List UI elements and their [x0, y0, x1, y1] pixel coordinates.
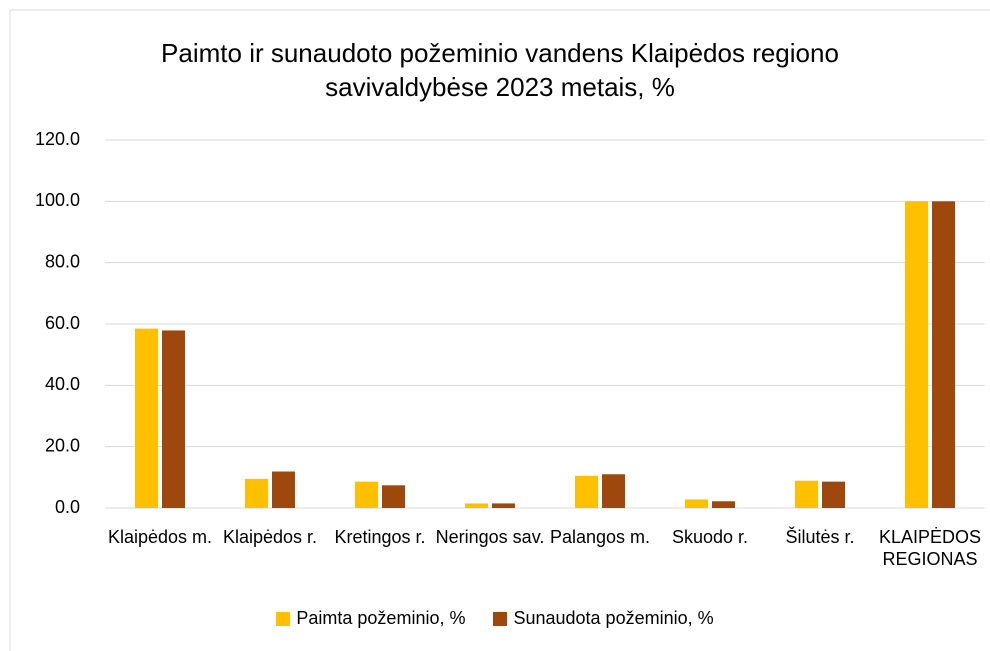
bar	[685, 499, 708, 508]
bar	[355, 481, 378, 508]
bar	[602, 474, 625, 508]
bar	[272, 471, 295, 508]
legend-label: Paimta požeminio, %	[296, 608, 466, 628]
legend-item: Sunaudota požeminio, %	[493, 608, 714, 629]
bar	[795, 480, 818, 508]
x-tick-label: Kretingos r.	[334, 527, 426, 547]
y-tick-label: 40.0	[45, 374, 80, 394]
bar	[465, 503, 488, 508]
chart-title: Paimto ir sunaudoto požeminio vandens Kl…	[161, 38, 839, 102]
bar	[575, 475, 598, 508]
x-tick-label: KLAIPĖDOS REGIONAS	[878, 527, 982, 569]
bar	[932, 201, 955, 509]
bar	[905, 201, 928, 509]
bar	[712, 501, 735, 508]
bar	[162, 330, 185, 508]
legend: Paimta požeminio, % Sunaudota požeminio, …	[0, 608, 990, 631]
y-tick-label: 120.0	[35, 129, 80, 149]
y-tick-label: 60.0	[45, 313, 80, 333]
x-tick-label: Palangos m.	[549, 527, 651, 547]
x-tick-label: Neringos sav.	[435, 527, 545, 547]
legend-item: Paimta požeminio, %	[276, 608, 465, 629]
y-tick-label: 100.0	[35, 190, 80, 210]
y-tick-label: 80.0	[45, 251, 80, 271]
bar	[822, 481, 845, 508]
legend-swatch	[276, 611, 291, 626]
x-tick-label: Šilutės r.	[785, 527, 855, 547]
bar	[382, 485, 405, 508]
bar	[492, 503, 515, 508]
bar	[245, 478, 268, 508]
bar	[135, 328, 158, 508]
y-tick-label: 20.0	[45, 435, 80, 455]
y-tick-label: 0.0	[55, 497, 80, 517]
legend-swatch	[493, 611, 508, 626]
legend-label: Sunaudota požeminio, %	[513, 608, 714, 628]
x-tick-label: Klaipėdos m.	[107, 527, 213, 547]
x-tick-label: Skuodo r.	[671, 527, 749, 547]
x-tick-label: Klaipėdos r.	[222, 527, 318, 547]
